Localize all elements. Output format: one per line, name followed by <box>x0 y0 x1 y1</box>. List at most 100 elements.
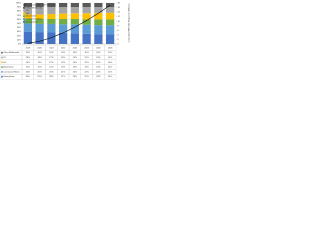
table-value: 10% <box>38 52 42 54</box>
legend-label: PC <box>26 10 29 12</box>
table-value: 12% <box>26 67 30 69</box>
table-value: 22% <box>85 71 89 73</box>
bar-segment <box>70 3 79 8</box>
bar-segment <box>23 3 32 8</box>
x-tick-label: 2026 <box>108 47 113 49</box>
y-tick-label: 90% <box>17 7 21 9</box>
table-value: 30% <box>26 76 30 78</box>
bar-segment <box>70 24 79 34</box>
bar-segment <box>59 13 68 19</box>
x-tick-label: 2023 <box>73 47 78 49</box>
table-value: 10% <box>49 52 53 54</box>
chart: Cumulative WiFi 6(E) Shipments (Billions… <box>0 0 132 80</box>
table-value: 16% <box>96 62 100 64</box>
table-value: 14% <box>108 67 112 69</box>
bar-segment <box>23 23 32 32</box>
x-tick-label: 2021 <box>49 47 54 49</box>
bar-segment <box>23 18 32 24</box>
table-key <box>1 75 3 78</box>
bar-segment <box>23 31 32 44</box>
table-key <box>1 61 3 64</box>
table-row-label: IoT <box>3 62 7 64</box>
bar-segment <box>82 33 91 44</box>
bar-segment <box>47 14 56 19</box>
table-row-label: Other Multimedia <box>3 51 20 54</box>
table-value: 13% <box>61 67 65 69</box>
table-row-label: PC <box>3 57 6 59</box>
y2-tick-label: 16 <box>118 7 121 9</box>
bar-segment <box>59 18 68 25</box>
table-value: 27% <box>61 76 65 78</box>
legend-label: Other Multimedia <box>26 6 43 9</box>
y-tick-label: 70% <box>17 15 21 17</box>
bar-segment <box>70 18 79 25</box>
table-row-label: Smartphone <box>3 75 15 78</box>
table-value: 22% <box>96 71 100 73</box>
bar-segment <box>70 33 79 44</box>
table-value: 20% <box>38 71 42 73</box>
y2-tick-label: 0 <box>118 44 120 46</box>
table-value: 21% <box>49 71 53 73</box>
y-tick-label: 50% <box>17 23 21 25</box>
table-value: 17% <box>49 57 53 59</box>
y2-tick-label: 6 <box>118 30 120 32</box>
bar-segment <box>23 14 32 19</box>
y2-tick-label: 10 <box>118 21 121 23</box>
legend-swatch <box>23 12 26 15</box>
bar-segment <box>59 3 68 8</box>
bar-segment <box>35 7 44 15</box>
y2-axis-title: Cumulative WiFi 6(E) Shipments (Billions… <box>128 3 131 42</box>
bar-segment <box>35 18 44 24</box>
line <box>27 5 111 44</box>
y2-tick-label: 18 <box>118 3 121 5</box>
table-value: 14% <box>108 57 112 59</box>
bar-segment <box>106 25 115 35</box>
table-value: 10% <box>26 62 30 64</box>
y2-tick-label: 8 <box>118 25 120 27</box>
table-value: 24% <box>96 76 100 78</box>
y-tick-label: 80% <box>17 11 21 13</box>
table-value: 26% <box>73 76 77 78</box>
table-cell <box>104 74 117 80</box>
bar-segment <box>70 13 79 19</box>
bar-segment <box>82 19 91 25</box>
table-value: 10% <box>85 52 89 54</box>
legend-swatch <box>23 20 26 23</box>
table-value: 18% <box>38 57 42 59</box>
x-tick-label: 2025 <box>96 47 101 49</box>
bar-segment <box>35 32 44 44</box>
table-value: 28% <box>49 76 53 78</box>
x-tick-label: 2022 <box>61 47 66 49</box>
table-value: 16% <box>108 62 112 64</box>
bar-segment <box>82 3 91 8</box>
table-value: 10% <box>96 52 100 54</box>
table-key <box>1 66 3 68</box>
table-row-label: Automotive <box>3 66 14 69</box>
bar-segment <box>59 7 68 14</box>
legend-swatch <box>23 18 26 20</box>
legend-label: IoT <box>26 13 30 15</box>
bar-segment <box>35 23 44 33</box>
bar-segment <box>106 12 115 20</box>
y-tick-label: 20% <box>17 35 21 37</box>
table-value: 25% <box>85 76 89 78</box>
bar-segment <box>94 7 103 13</box>
table-value: 22% <box>108 71 112 73</box>
table-value: 14% <box>96 57 100 59</box>
bar-segment <box>94 12 103 20</box>
table-value: 14% <box>73 62 77 64</box>
table-value: 10% <box>108 52 112 54</box>
y-tick-label: 10% <box>17 39 21 41</box>
table-value: 16% <box>61 57 65 59</box>
bar-segment <box>23 7 32 15</box>
bar-segment <box>94 3 103 8</box>
table-value: 21% <box>61 71 65 73</box>
table-value: 18% <box>26 57 30 59</box>
legend-label: Cumulative WiFi 6(E) Shipments <box>26 4 56 7</box>
x-tick-label: 2019 <box>26 47 31 49</box>
bar-segment <box>82 7 91 14</box>
y2-tick-label: 4 <box>118 34 120 36</box>
bar-segment <box>82 13 91 20</box>
bar-segment <box>47 32 56 44</box>
bar-segment <box>47 23 56 33</box>
